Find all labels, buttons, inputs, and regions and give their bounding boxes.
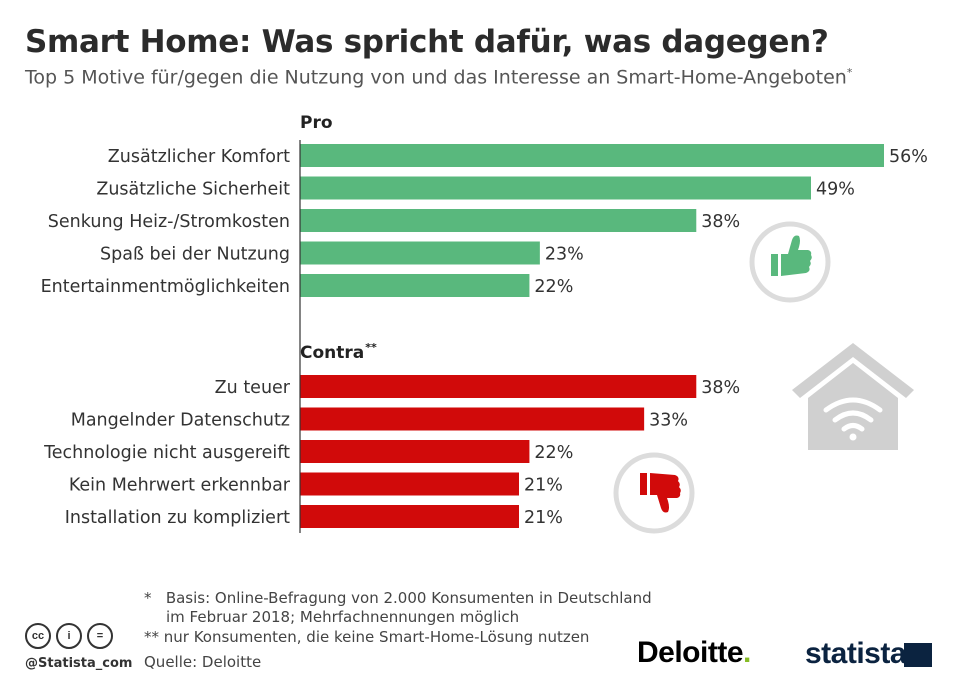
category-label-1-0: Zu teuer [215,378,291,398]
statista-logo[interactable]: statista [805,637,907,670]
value-label-0-1: 49% [816,180,855,200]
thumbs-down-icon [613,452,695,534]
section-label-mark-1: ** [365,341,377,354]
statista-handle[interactable]: @Statista_com [25,656,133,671]
category-label-1-2: Technologie nicht ausgereift [43,443,290,463]
category-label-1-4: Installation zu kompliziert [65,508,290,528]
bar-1-3 [300,472,519,496]
no-derivatives-icon[interactable]: = [87,623,113,649]
footnote-contra: ** nur Konsumenten, die keine Smart-Home… [144,628,590,646]
value-label-1-0: 38% [701,378,740,398]
attribution-icon[interactable]: i [56,623,82,649]
source-text: Quelle: Deloitte [144,653,262,671]
bar-0-3 [300,241,540,265]
bar-0-1 [300,176,811,200]
house-wifi-icon [792,343,914,450]
bar-0-4 [300,274,530,297]
subtitle-footnote-mark: * [846,66,853,79]
bar-chart: Pro Zusätzlicher Komfort 56% Zusätzliche Si… [41,113,928,534]
footnote-basis-mark: * [144,589,152,607]
subtitle-text: Top 5 Motive für/gegen die Nutzung von u… [25,66,847,89]
deloitte-logo-dot: . [743,636,751,669]
category-label-0-3: Spaß bei der Nutzung [100,245,290,265]
category-label-0-4: Entertainmentmöglichkeiten [41,277,290,297]
value-label-0-0: 56% [889,147,928,167]
section-label-0: Pro [300,113,333,133]
footnote-basis-line2: im Februar 2018; Mehrfachnennungen mögli… [166,608,520,626]
value-label-0-3: 23% [545,245,584,265]
bar-1-2 [300,440,530,463]
chart-subtitle: Top 5 Motive für/gegen die Nutzung von u… [25,66,852,88]
license-icons: cc i = [25,623,113,649]
value-label-1-3: 21% [524,476,563,496]
category-label-1-1: Mangelnder Datenschutz [71,411,290,431]
value-label-0-4: 22% [534,277,573,297]
bar-0-0 [300,144,884,167]
section-label-1: Contra [300,343,364,363]
statista-logo-mark [904,643,932,667]
deloitte-logo-text: Deloitte [637,636,744,669]
bar-0-2 [300,209,697,232]
value-label-1-4: 21% [524,508,563,528]
thumbs-up-icon [749,221,831,303]
footnote-basis: * Basis: Online-Befragung von 2.000 Kons… [144,589,652,607]
deloitte-logo: Deloitte. [637,636,751,670]
value-label-0-2: 38% [701,212,740,232]
cc-icon[interactable]: cc [25,623,51,649]
footnote-basis-line1: Basis: Online-Befragung von 2.000 Konsum… [165,589,652,607]
bar-1-4 [300,505,519,528]
value-label-1-1: 33% [649,411,688,431]
category-label-0-0: Zusätzlicher Komfort [108,147,290,167]
bar-1-0 [300,375,697,398]
value-label-1-2: 22% [534,443,573,463]
category-label-1-3: Kein Mehrwert erkennbar [69,476,291,496]
category-label-0-1: Zusätzliche Sicherheit [96,180,290,200]
category-label-0-2: Senkung Heiz-/Stromkosten [48,212,290,232]
bar-1-1 [300,407,645,431]
chart-title: Smart Home: Was spricht dafür, was dageg… [25,24,829,60]
